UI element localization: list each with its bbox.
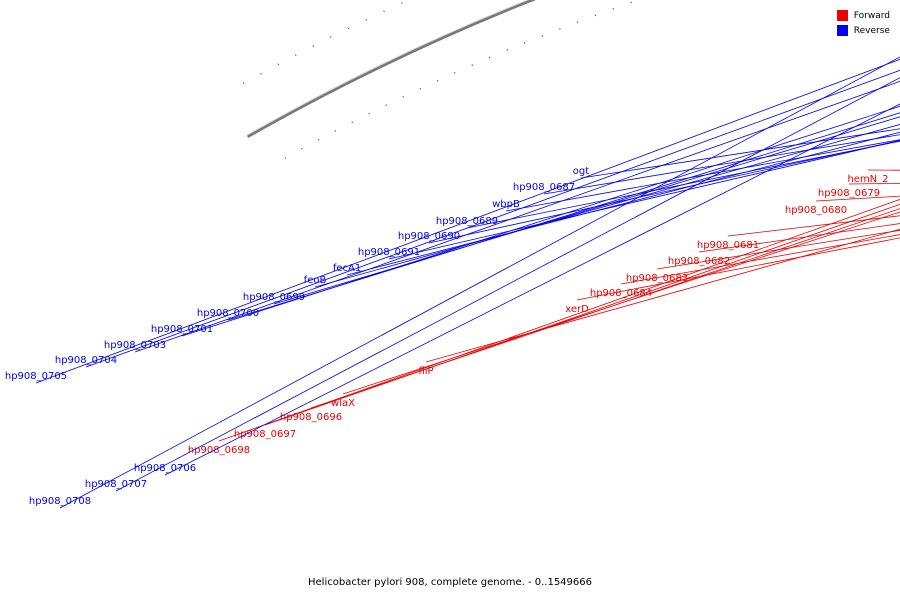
gene-label: hp908_0704 [55, 355, 117, 366]
minor-tick [488, 56, 491, 59]
gene-leader-line [310, 208, 900, 409]
gene-label: hp908_0690 [398, 231, 460, 242]
gene-leader-line [580, 128, 900, 179]
gene-label: hp908_0683 [626, 273, 688, 284]
minor-tick [294, 54, 297, 57]
gene-leader-line [620, 234, 900, 285]
gene-leader-line [164, 103, 900, 476]
legend-forward-label: Forward [853, 10, 890, 21]
gene-label: hp908_0684 [590, 288, 652, 299]
minor-tick [284, 157, 287, 159]
minor-tick [402, 95, 405, 98]
gene-leader-line [59, 56, 900, 509]
gene-label: hp908_0687 [513, 182, 575, 193]
gene-label: hp908_0705 [5, 371, 67, 382]
minor-tick [317, 138, 320, 141]
gene-label: hp908_0698 [188, 445, 250, 456]
minor-tick [454, 71, 456, 74]
gene-label: hp908_0679 [818, 188, 880, 199]
reverse-swatch [836, 25, 848, 36]
forward-swatch [836, 10, 848, 21]
minor-tick [523, 42, 526, 44]
minor-tick [471, 64, 473, 67]
backbone-highlight [246, 0, 531, 137]
minor-tick [594, 14, 597, 17]
tick-layer: 660 kbp665 kbp670 kbp675 kbp680 kbp685 k… [242, 1, 632, 159]
minor-tick [368, 112, 370, 115]
gene-label: feoB [304, 275, 327, 286]
gene-label: hemN_2 [847, 174, 888, 185]
gene-leader-line [227, 112, 900, 321]
minor-tick [576, 21, 579, 23]
gene-label: hp908_0701 [151, 324, 213, 335]
gene-label: hp908_0697 [234, 429, 296, 440]
gene-label: hp908_0707 [85, 479, 147, 490]
gene-label: hp908_0691 [358, 247, 420, 258]
gene-leader-line [181, 105, 900, 337]
minor-tick [277, 63, 280, 66]
gene-leader-line [264, 203, 900, 426]
map-caption: Helicobacter pylori 908, complete genome… [308, 577, 592, 588]
legend-item-forward: Forward [836, 8, 890, 23]
gene-label: hp908_0682 [668, 256, 730, 267]
gene-leader-line [115, 77, 900, 492]
gene-leader-line [576, 237, 900, 301]
gene-leader-line [505, 139, 900, 212]
label-layer: hemN_2 hp908_0679 hp908_0680 hp908_0681 hp90… [5, 56, 900, 509]
gene-label: hp908_0680 [785, 205, 847, 216]
backbone-layer [246, 0, 537, 138]
minor-tick [383, 10, 385, 13]
gene-label: ogt [573, 166, 589, 177]
gene-label: hp908_0700 [197, 308, 259, 319]
minor-tick [401, 2, 403, 4]
legend-item-reverse: Reverse [836, 23, 890, 38]
gene-leader-line [388, 139, 900, 260]
gene-leader-line [85, 69, 900, 368]
minor-tick [260, 72, 262, 75]
gene-leader-line [35, 58, 900, 384]
gene-label: wbpB [492, 199, 520, 210]
minor-tick [330, 36, 332, 39]
minor-tick [419, 87, 422, 90]
gene-label: hp908_0699 [243, 292, 305, 303]
minor-tick [506, 49, 508, 52]
minor-tick [242, 82, 245, 85]
minor-tick [347, 27, 350, 30]
backbone [246, 0, 537, 138]
gene-label: hp908_0681 [697, 240, 759, 251]
legend-reverse-label: Reverse [853, 25, 890, 36]
minor-tick [559, 27, 561, 30]
minor-tick [436, 79, 439, 82]
gene-label: fecA1 [333, 263, 361, 274]
gene-leader-line [466, 140, 900, 229]
minor-tick [365, 18, 367, 21]
gene-leader-line [346, 131, 900, 276]
gene-leader-line [314, 123, 900, 288]
gene-label: xerD [565, 304, 589, 315]
gene-leader-line [134, 80, 900, 353]
gene-label: fliP [418, 366, 433, 377]
gene-leader-line [218, 198, 900, 442]
minor-tick [312, 45, 315, 47]
minor-tick [351, 121, 354, 124]
gene-label: hp908_0708 [29, 496, 91, 507]
legend: Forward Reverse [836, 8, 890, 38]
gene-label: hp908_0706 [134, 463, 196, 474]
gene-leader-line [425, 228, 900, 363]
minor-tick [541, 34, 543, 37]
minor-tick [385, 104, 387, 107]
minor-tick [334, 129, 337, 132]
minor-tick [612, 8, 614, 10]
minor-tick [301, 147, 303, 150]
gene-leader-line [273, 116, 900, 305]
gene-label: wlaX [331, 398, 355, 409]
gene-label: hp908_0696 [280, 412, 342, 423]
